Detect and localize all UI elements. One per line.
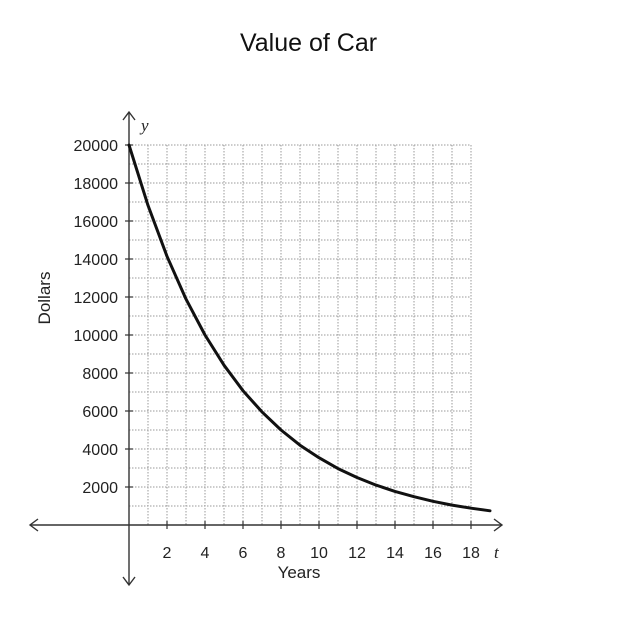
y-tick-label: 16000 xyxy=(74,214,119,231)
y-axis-arrow-up xyxy=(122,110,136,121)
x-axis-arrow-left xyxy=(28,518,39,532)
tick-labels: 2 4 6 8 10 12 14 16 18 2000 4000 6000 8000 10000 12000… xyxy=(74,138,481,562)
y-variable-label: y xyxy=(139,116,149,135)
x-tick-label: 4 xyxy=(201,545,210,562)
y-tick-label: 2000 xyxy=(82,480,118,497)
x-tick-label: 2 xyxy=(163,545,172,562)
y-tick-label: 18000 xyxy=(74,176,119,193)
y-tick-label: 12000 xyxy=(74,290,119,307)
x-tick-label: 10 xyxy=(310,545,328,562)
series-line xyxy=(127,143,492,513)
y-tick-label: 6000 xyxy=(82,404,118,421)
y-tick-label: 20000 xyxy=(74,138,119,155)
x-variable-label: t xyxy=(494,543,500,562)
x-axis-arrow-right xyxy=(493,518,504,532)
x-tick-label: 8 xyxy=(277,545,286,562)
y-tick-label: 14000 xyxy=(74,252,119,269)
x-axis-label: Years xyxy=(278,563,321,582)
x-tick-label: 16 xyxy=(424,545,442,562)
x-tick-label: 12 xyxy=(348,545,366,562)
series xyxy=(127,143,492,513)
y-tick-label: 10000 xyxy=(74,328,119,345)
axes xyxy=(28,110,504,587)
y-axis-arrow-down xyxy=(122,576,136,587)
x-tick-label: 14 xyxy=(386,545,404,562)
chart-title: Value of Car xyxy=(239,29,378,57)
y-tick-label: 8000 xyxy=(82,366,118,383)
y-tick-label: 4000 xyxy=(82,442,118,459)
grid xyxy=(129,144,472,525)
y-axis-label: Dollars xyxy=(35,272,54,325)
x-tick-label: 18 xyxy=(462,545,480,562)
x-tick-label: 6 xyxy=(239,545,248,562)
